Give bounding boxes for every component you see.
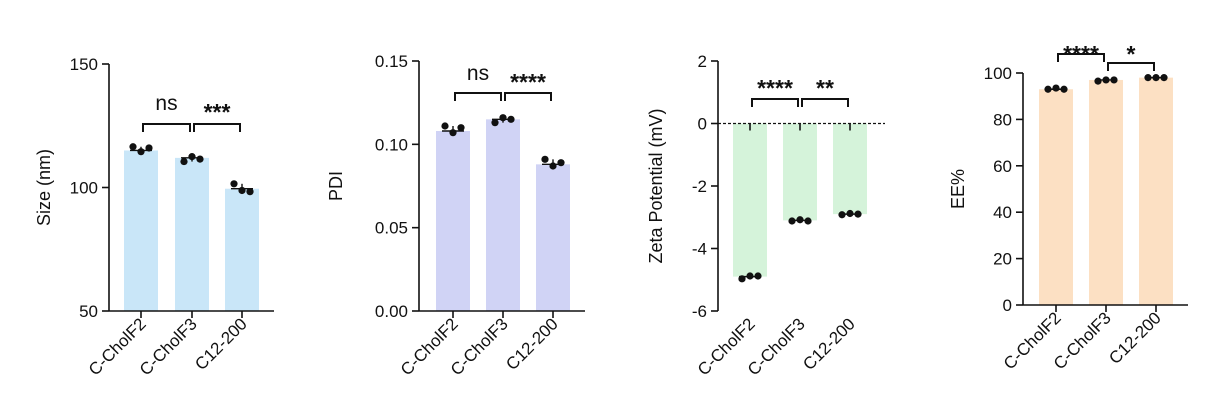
significance-label: ** bbox=[816, 75, 834, 101]
y-tick-label: 100 bbox=[984, 64, 1012, 83]
data-point bbox=[788, 217, 796, 225]
bar-c-cholf2 bbox=[124, 150, 158, 311]
y-tick-label: -6 bbox=[692, 302, 707, 321]
y-tick-label: -4 bbox=[692, 240, 707, 259]
y-tick-label: 100 bbox=[70, 179, 98, 198]
data-point bbox=[1144, 74, 1152, 82]
data-point bbox=[457, 124, 465, 132]
category-label: C12-200 bbox=[799, 314, 859, 374]
data-point bbox=[838, 211, 846, 219]
significance-label: ns bbox=[155, 92, 177, 115]
category-label: C12-200 bbox=[191, 314, 251, 374]
data-point bbox=[1160, 74, 1168, 82]
data-point bbox=[196, 155, 204, 163]
significance-label: **** bbox=[510, 69, 546, 95]
significance-bracket bbox=[142, 123, 191, 132]
y-tick-label: 0.10 bbox=[375, 135, 408, 154]
data-point bbox=[1052, 84, 1060, 92]
data-point bbox=[1110, 76, 1118, 84]
data-point bbox=[854, 210, 862, 218]
y-tick-label: 0.00 bbox=[375, 302, 408, 321]
data-point bbox=[1044, 85, 1052, 93]
bar-c-cholf3 bbox=[486, 119, 520, 311]
data-point bbox=[746, 272, 754, 280]
data-point bbox=[180, 157, 188, 166]
y-tick-label: 80 bbox=[993, 110, 1012, 129]
bar-c-cholf3 bbox=[175, 157, 209, 311]
data-point bbox=[1094, 77, 1102, 85]
bar-c12-200 bbox=[833, 123, 867, 215]
data-point bbox=[804, 217, 812, 225]
data-point bbox=[507, 115, 515, 123]
data-point bbox=[499, 114, 507, 122]
data-point bbox=[137, 148, 145, 156]
data-point bbox=[441, 122, 449, 130]
significance-bracket bbox=[454, 92, 502, 101]
data-point bbox=[1152, 74, 1160, 82]
y-tick-label: 40 bbox=[993, 203, 1012, 222]
data-point bbox=[754, 272, 762, 280]
category-label: C12-200 bbox=[1105, 308, 1165, 368]
pdi-panel: 0.000.050.100.15PDIC-CholF2C-CholF3C12-2… bbox=[326, 52, 585, 379]
data-point bbox=[449, 129, 457, 137]
significance-bracket bbox=[1057, 53, 1105, 62]
bar-c-cholf2 bbox=[436, 131, 470, 311]
data-point bbox=[491, 119, 499, 127]
significance-bracket bbox=[751, 98, 799, 107]
y-tick-label: 0 bbox=[1003, 296, 1012, 315]
data-point bbox=[549, 162, 557, 170]
significance-bracket bbox=[801, 98, 849, 107]
significance-bracket bbox=[193, 123, 241, 132]
significance-label: **** bbox=[757, 75, 793, 101]
data-point bbox=[145, 144, 153, 152]
y-tick-label: 150 bbox=[70, 55, 98, 74]
data-point bbox=[188, 153, 196, 161]
significance-bracket bbox=[504, 92, 552, 101]
bar-c-cholf3 bbox=[783, 123, 817, 221]
bar-c12-200 bbox=[1139, 77, 1173, 305]
y-tick-label: 0.05 bbox=[375, 219, 408, 238]
bar-c12-200 bbox=[536, 164, 570, 311]
ee-panel: 020406080100EE%C-CholF2C-CholF3C12-200**… bbox=[948, 41, 1188, 373]
significance-label: ns bbox=[467, 62, 489, 85]
y-axis-label: EE% bbox=[948, 169, 968, 209]
data-point bbox=[238, 186, 246, 195]
y-axis-label: Size (nm) bbox=[34, 149, 54, 226]
y-tick-label: 2 bbox=[698, 52, 707, 71]
y-tick-label: 50 bbox=[79, 302, 98, 321]
bar-c-cholf2 bbox=[733, 123, 767, 277]
data-point bbox=[541, 155, 549, 163]
y-axis-label: Zeta Potential (mV) bbox=[646, 108, 666, 263]
data-point bbox=[1102, 76, 1110, 84]
y-tick-label: 60 bbox=[993, 157, 1012, 176]
significance-label: *** bbox=[204, 99, 231, 125]
data-point bbox=[129, 143, 137, 151]
y-axis-label: PDI bbox=[326, 171, 346, 201]
data-point bbox=[1060, 85, 1068, 93]
significance-label: **** bbox=[1063, 41, 1099, 67]
y-tick-label: 0 bbox=[698, 115, 707, 134]
y-tick-label: 20 bbox=[993, 250, 1012, 269]
data-point bbox=[230, 180, 238, 188]
y-tick-label: -2 bbox=[692, 177, 707, 196]
y-tick-label: 0.15 bbox=[375, 52, 408, 71]
significance-label: * bbox=[1127, 41, 1136, 67]
bar-c-cholf2 bbox=[1039, 89, 1073, 306]
data-point bbox=[557, 159, 565, 167]
bar-c-cholf3 bbox=[1089, 79, 1123, 306]
significance-bracket bbox=[1107, 62, 1155, 71]
data-point bbox=[738, 275, 746, 283]
data-point bbox=[846, 209, 854, 218]
bar-c12-200 bbox=[225, 188, 259, 311]
data-point bbox=[796, 216, 804, 224]
category-label: C12-200 bbox=[502, 314, 562, 374]
data-point bbox=[246, 188, 254, 196]
